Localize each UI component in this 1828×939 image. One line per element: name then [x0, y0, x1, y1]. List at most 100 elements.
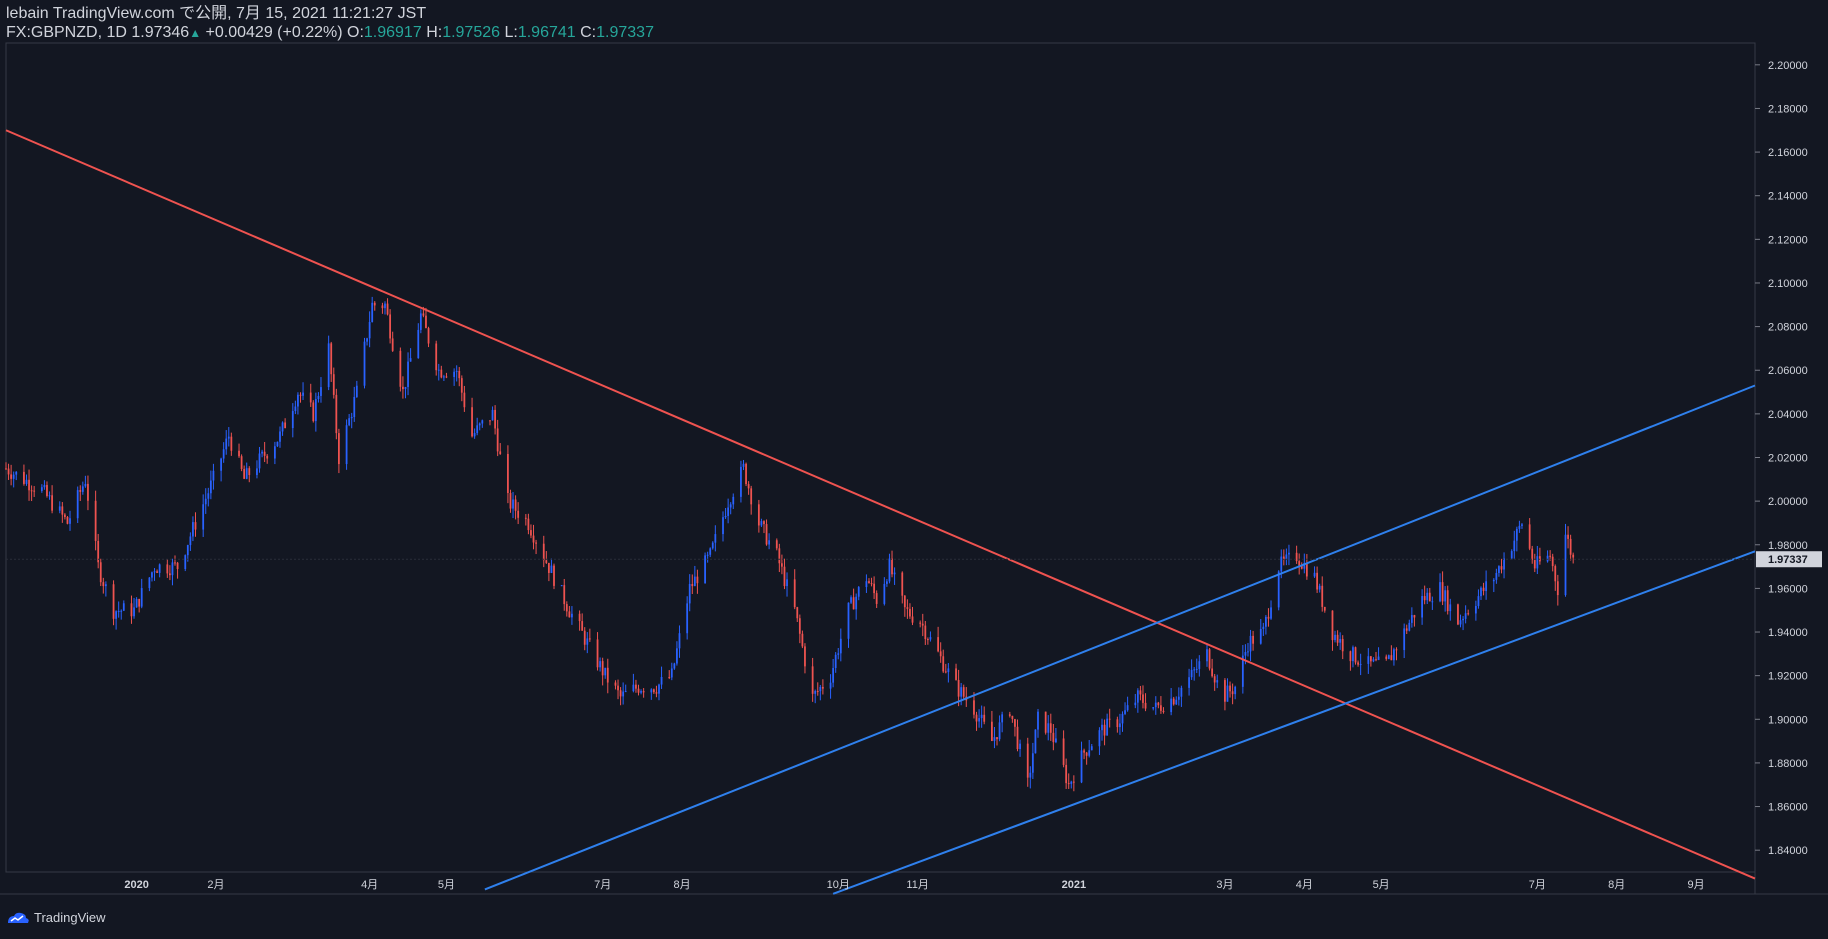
- candle-down: [1014, 719, 1016, 727]
- candle-up: [1513, 540, 1516, 552]
- candle-up: [227, 436, 230, 439]
- candle-up: [1464, 613, 1467, 619]
- candle-down: [783, 566, 786, 587]
- candle-up: [40, 487, 43, 491]
- candle-down: [1321, 585, 1324, 607]
- candle-up: [302, 392, 304, 396]
- high-label: H:: [426, 24, 443, 41]
- candle-up: [512, 499, 514, 509]
- candle-up: [1318, 585, 1321, 590]
- trendline-2[interactable]: [484, 384, 1756, 891]
- candle-up: [81, 486, 84, 492]
- y-tick-label: 1.92000: [1768, 671, 1808, 683]
- candle-down: [1213, 676, 1216, 683]
- candle-up: [550, 565, 553, 573]
- candle-down: [1116, 719, 1119, 728]
- candle-up: [1485, 581, 1488, 592]
- x-tick-label: 7月: [1529, 879, 1546, 891]
- candle-down: [906, 607, 909, 609]
- candle-up: [1090, 746, 1093, 751]
- candle-up: [658, 684, 660, 694]
- candle-up: [1521, 524, 1523, 526]
- candle-down: [745, 463, 747, 485]
- candle-up: [1459, 620, 1462, 625]
- candle-down: [1531, 548, 1534, 561]
- candle-up: [1285, 554, 1288, 560]
- candle-up: [353, 396, 356, 418]
- candle-up: [1334, 634, 1336, 641]
- candle-up: [704, 555, 706, 584]
- y-tick-label: 2.08000: [1768, 322, 1808, 334]
- candle-down: [652, 689, 655, 693]
- x-tick-label: 3月: [1216, 879, 1233, 891]
- y-tick-label: 2.06000: [1768, 365, 1808, 377]
- candle-down: [750, 488, 753, 505]
- candle-up: [722, 517, 724, 535]
- candle-down: [87, 483, 89, 501]
- candle-down: [1441, 582, 1444, 602]
- candle-up: [148, 577, 151, 589]
- trendline-1[interactable]: [5, 129, 1756, 880]
- candle-down: [130, 603, 133, 617]
- candle-down: [194, 522, 197, 530]
- time-axis[interactable]: 2020 2月 4月 5月 7月 8月 10月 11月 2021 3月 4月 5月 7月 8月 9月: [124, 879, 1704, 891]
- price-axis[interactable]: 2.20000 2.18000 2.16000 2.14000 2.12000 2.100…: [1755, 60, 1822, 857]
- candle-down: [112, 584, 115, 619]
- candle-up: [261, 451, 263, 454]
- candle-down: [1062, 738, 1065, 765]
- candle-up: [58, 506, 61, 511]
- candle-down: [1211, 668, 1214, 677]
- candle-down: [990, 721, 993, 741]
- candle-up: [43, 485, 46, 488]
- candle-up: [455, 370, 458, 372]
- candle-up: [1352, 647, 1354, 662]
- candle-down: [1413, 615, 1416, 618]
- candle-down: [94, 500, 97, 541]
- candle-down: [804, 646, 806, 667]
- trendline-layer[interactable]: [5, 129, 1756, 895]
- candle-up: [670, 668, 673, 678]
- symbol-label[interactable]: FX:GBPNZD, 1D: [6, 24, 127, 41]
- candle-up: [133, 607, 135, 617]
- candle-down: [386, 303, 389, 315]
- candle-down: [655, 692, 658, 694]
- candle-up: [366, 338, 368, 342]
- candle-down: [1551, 556, 1554, 567]
- candle-down: [1157, 702, 1160, 706]
- candle-up: [686, 603, 689, 634]
- candle-down: [1011, 715, 1014, 720]
- candle-down: [1554, 566, 1557, 582]
- candle-up: [837, 653, 840, 655]
- candle-up: [407, 361, 409, 387]
- candle-down: [619, 690, 622, 697]
- candle-down: [1052, 732, 1055, 743]
- candle-down: [1395, 649, 1398, 651]
- candle-down: [1300, 565, 1303, 569]
- candle-down: [921, 623, 924, 626]
- candle-up: [1098, 730, 1101, 747]
- candle-up: [1029, 772, 1032, 778]
- candle-down: [338, 433, 340, 465]
- candle-down: [530, 530, 532, 536]
- candle-down: [381, 305, 384, 309]
- candle-down: [391, 338, 394, 351]
- candle-up: [571, 613, 573, 618]
- candle-down: [1549, 555, 1552, 557]
- candle-up: [693, 576, 696, 587]
- candle-down: [79, 490, 82, 492]
- x-tick-label: 5月: [438, 879, 455, 891]
- candle-up: [724, 515, 727, 518]
- candle-up: [368, 322, 371, 339]
- candle-up: [273, 446, 276, 459]
- candle-up: [632, 684, 635, 692]
- x-tick-label: 8月: [673, 879, 690, 891]
- candle-up: [678, 633, 681, 649]
- footer-brand[interactable]: TradingView: [6, 910, 106, 925]
- candle-up: [294, 406, 297, 412]
- candle-up: [1262, 626, 1265, 630]
- candle-up: [622, 691, 625, 697]
- price-chart[interactable]: 2.20000 2.18000 2.16000 2.14000 2.12000 2.100…: [0, 0, 1828, 900]
- candle-up: [855, 596, 858, 610]
- candle-up: [1408, 622, 1411, 631]
- trendline-3[interactable]: [832, 550, 1756, 895]
